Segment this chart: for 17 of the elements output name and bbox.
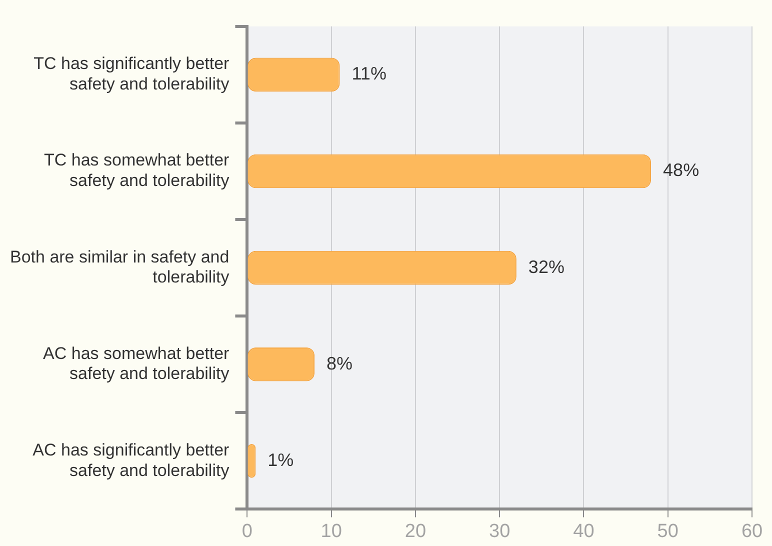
- x-tick-label: 60: [741, 520, 763, 542]
- y-tick-label: TC has significantly better safety and tolerability: [34, 54, 230, 94]
- data-label: 11%: [352, 64, 386, 84]
- x-tick-label: 40: [573, 520, 594, 542]
- y-tick-label: TC has somewhat better safety and tolerability: [44, 150, 230, 190]
- y-tick-label: AC has somewhat better safety and tolerability: [43, 344, 230, 384]
- x-tick-label: 20: [404, 520, 426, 542]
- x-tick-label: 0: [242, 520, 253, 542]
- x-tick-label: 30: [489, 520, 510, 542]
- y-tick-label: AC has significantly better safety and tolerability: [32, 440, 230, 480]
- y-tick-label: Both are similar in safety and tolerability: [10, 247, 230, 287]
- data-label: 48%: [663, 160, 700, 180]
- data-label: 1%: [268, 450, 294, 470]
- x-tick-label: 50: [657, 520, 678, 542]
- data-label: 32%: [528, 256, 564, 277]
- x-tick-label: 10: [320, 520, 342, 542]
- data-label: 8%: [326, 353, 353, 374]
